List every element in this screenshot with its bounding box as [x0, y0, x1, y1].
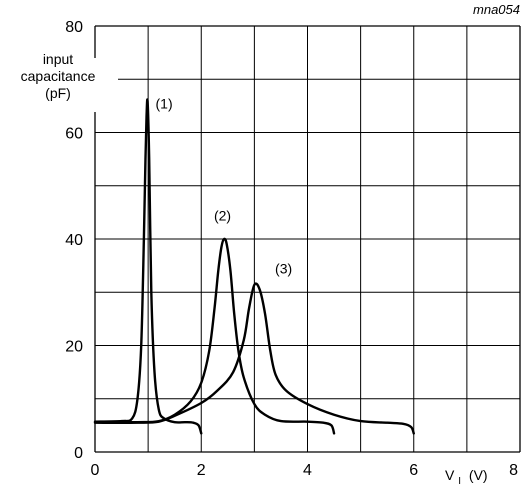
y-tick-label: 20	[65, 339, 83, 356]
x-tick-label: 0	[91, 462, 100, 479]
y-axis-label-line: (pF)	[45, 85, 71, 101]
curves	[93, 98, 415, 435]
y-axis-label-line: capacitance	[21, 68, 96, 84]
curve-series-2	[93, 237, 336, 435]
x-axis-label: V I (V)	[445, 467, 488, 487]
curve-series-3	[93, 282, 415, 435]
x-axis-label-subscript: I	[458, 476, 461, 487]
y-tick-label: 40	[65, 232, 83, 249]
curve-label-2: (2)	[214, 207, 231, 223]
x-tick-label: 6	[409, 462, 418, 479]
y-tick-label: 60	[65, 126, 83, 143]
curve-label-3: (3)	[275, 261, 292, 277]
x-axis-label-unit: (V)	[469, 467, 488, 483]
x-tick-label: 4	[303, 462, 312, 479]
curve-series-1	[93, 98, 203, 435]
y-axis-label: input capacitance (pF)	[21, 51, 96, 101]
y-tick-label: 80	[65, 19, 83, 36]
y-axis-label-line: input	[43, 51, 73, 67]
x-tick-label: 2	[197, 462, 206, 479]
grid-lines	[95, 26, 520, 452]
y-tick-label: 0	[74, 445, 83, 462]
x-axis-label-main: V	[445, 467, 455, 483]
curve-annotations: (1) (2) (3)	[156, 96, 293, 277]
tick-labels: 0 20 40 60 80 0 2 4 6 8	[65, 19, 518, 479]
plot-frame	[94, 25, 521, 453]
x-tick-label: 8	[509, 462, 518, 479]
figure-code: mna054	[473, 2, 520, 17]
curve-label-1: (1)	[156, 96, 173, 112]
